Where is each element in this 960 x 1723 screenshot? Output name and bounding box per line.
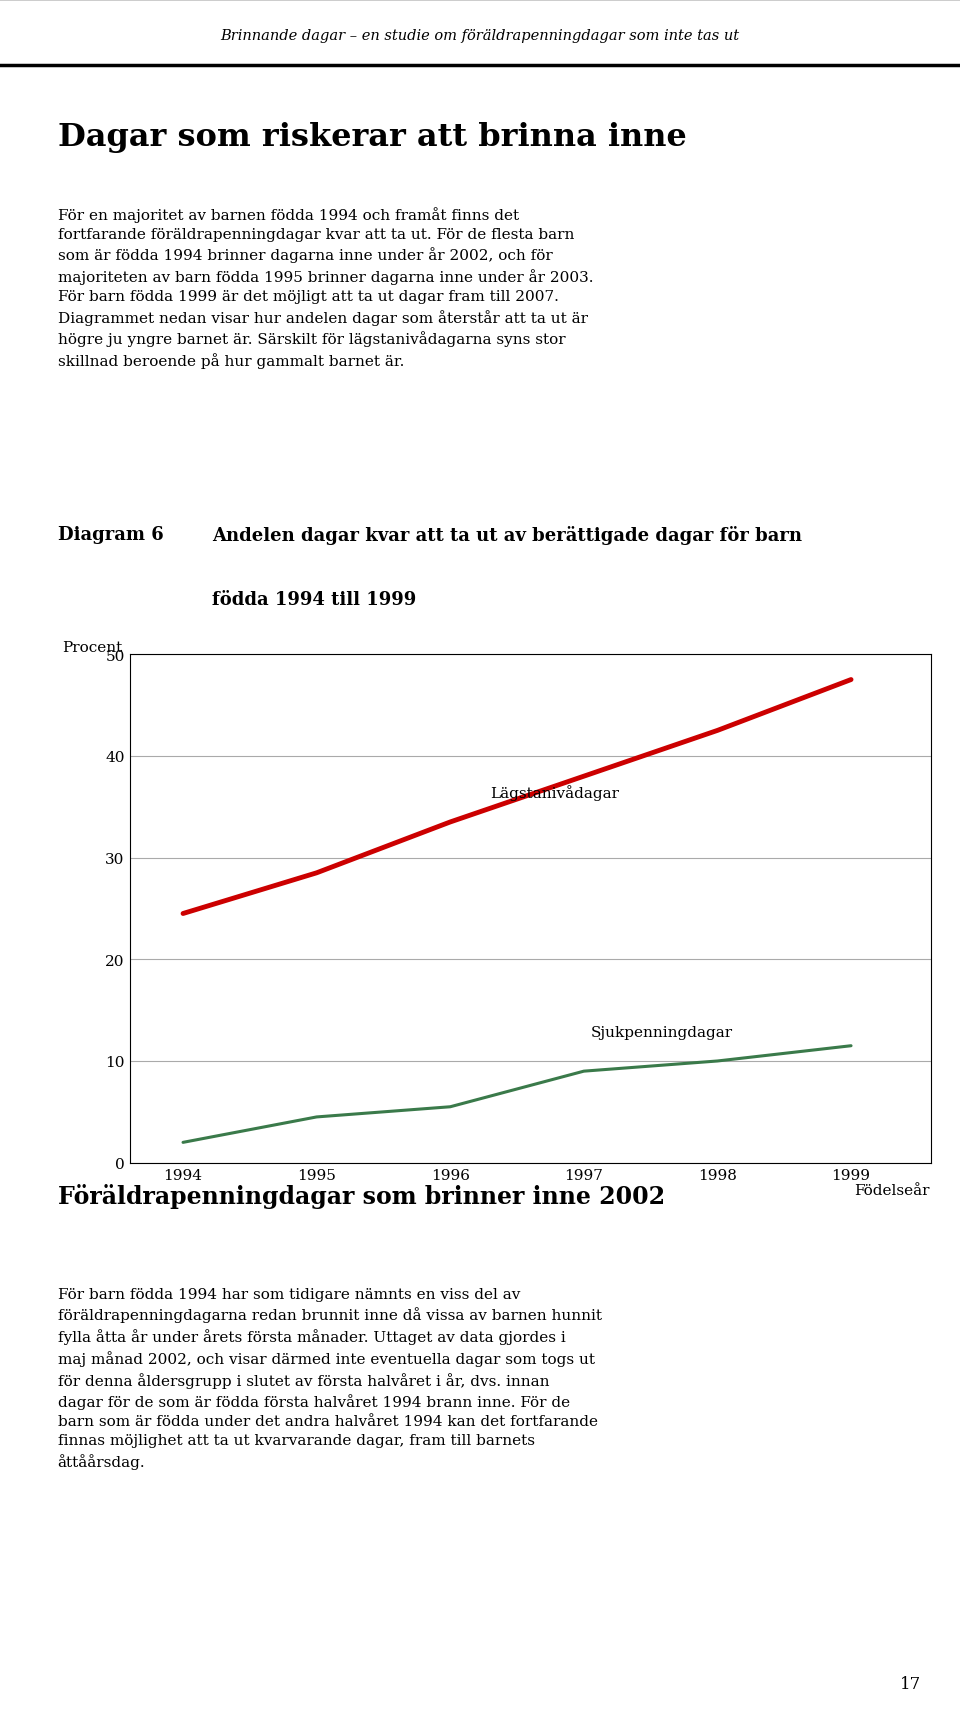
- Text: Lägstanivådagar: Lägstanivådagar: [491, 784, 619, 799]
- Text: 17: 17: [900, 1675, 922, 1692]
- Text: Diagram 6: Diagram 6: [58, 526, 163, 543]
- Text: Föräldrapenningdagar som brinner inne 2002: Föräldrapenningdagar som brinner inne 20…: [58, 1184, 664, 1210]
- Text: födda 1994 till 1999: födda 1994 till 1999: [212, 591, 417, 608]
- Text: Födelseår: Födelseår: [853, 1184, 929, 1197]
- Text: För en majoritet av barnen födda 1994 och framåt finns det
fortfarande föräldrap: För en majoritet av barnen födda 1994 oc…: [58, 207, 593, 369]
- Text: För barn födda 1994 har som tidigare nämnts en viss del av
föräldrapenningdagarn: För barn födda 1994 har som tidigare näm…: [58, 1287, 602, 1470]
- Text: Sjukpenningdagar: Sjukpenningdagar: [590, 1025, 732, 1039]
- Text: Brinnande dagar – en studie om föräldrapenningdagar som inte tas ut: Brinnande dagar – en studie om föräldrap…: [221, 29, 739, 43]
- Text: Dagar som riskerar att brinna inne: Dagar som riskerar att brinna inne: [58, 122, 686, 153]
- Text: Procent: Procent: [62, 641, 123, 655]
- Text: Andelen dagar kvar att ta ut av berättigade dagar för barn: Andelen dagar kvar att ta ut av berättig…: [212, 526, 803, 544]
